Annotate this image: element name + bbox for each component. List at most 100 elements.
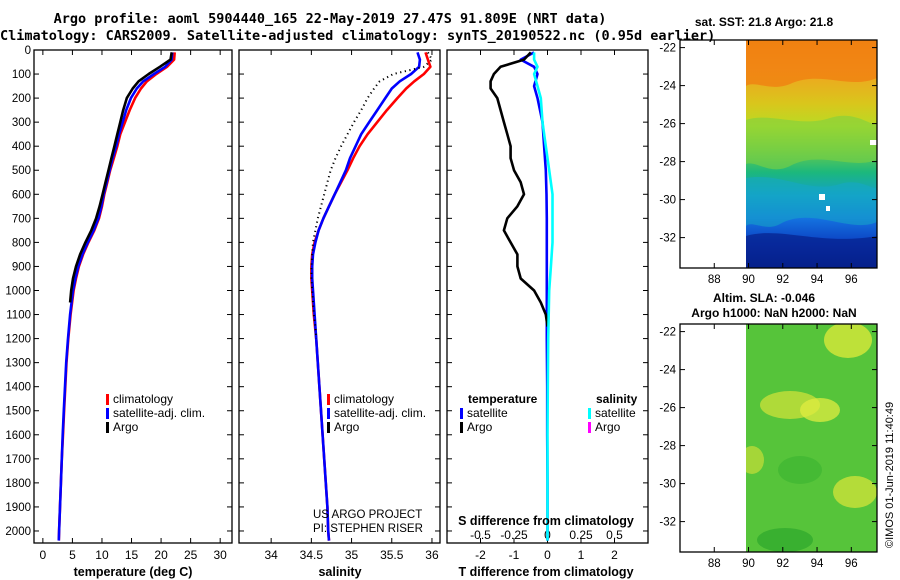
depth-tick-label: 900 [12,261,31,273]
lat-tick-label: -32 [659,233,676,245]
series-line-argo [310,51,433,339]
lon-tick-label: 92 [776,274,789,286]
s-tick-label: 0.5 [606,528,623,542]
lat-tick-label: -30 [659,479,676,491]
lat-tick-label: -24 [659,365,676,377]
x-tick-label: 1 [578,548,585,562]
sst-band-deep [746,233,877,268]
sla-high [800,398,840,422]
legend-swatch-s-satellite [588,408,591,419]
depth-tick-label: 1800 [5,478,31,490]
depth-tick-label: 700 [12,213,31,225]
legend-swatch-satellite [106,408,109,419]
sst-map-title: sat. SST: 21.8 Argo: 21.8 [695,15,834,29]
depth-tick-label: 500 [12,165,31,177]
legend-label-satellite: satellite-adj. clim. [334,406,426,420]
x-tick-label: 35.5 [380,548,404,562]
depth-tick-label: 800 [12,237,31,249]
depth-tick-label: 1100 [6,310,31,322]
sst-band-cyan [746,176,877,227]
salinity-legend: climatology satellite-adj. clim. Argo [327,392,426,434]
lon-tick-label: 88 [708,558,721,570]
legend-swatch-t-argo [460,422,463,433]
legend-swatch-satellite [327,408,330,419]
salinity-xlabel: salinity [318,565,361,579]
series-line-satellite-adj-clim- [310,51,422,541]
x-tick-label: 15 [125,548,139,562]
depth-tick-label: 200 [12,93,31,105]
series-line-satellite-adj-clim- [57,52,174,541]
x-tick-label: 20 [154,548,168,562]
x-tick-label: 2 [611,548,618,562]
series-line-argo [68,52,173,303]
title-line-1: Argo profile: aoml 5904440_165 22-May-20… [53,11,607,27]
lon-tick-label: 96 [845,274,858,286]
depth-tick-label: 600 [12,189,31,201]
legend-label-argo: Argo [113,420,139,434]
lat-tick-label: -32 [659,517,676,529]
x-tick-label: 0 [544,548,551,562]
x-tick-label: 30 [213,548,227,562]
sst-missing-pixel [819,194,825,200]
x-tick-label: -1 [509,548,520,562]
legend-label-t-satellite: satellite [467,406,508,420]
lon-tick-label: 88 [708,274,721,286]
depth-tick-label: 1900 [5,502,31,514]
depth-tick-label: 1300 [5,358,31,370]
sla-field [746,324,877,552]
lon-tick-label: 90 [742,274,755,286]
legend-label-satellite: satellite-adj. clim. [113,406,205,420]
legend-swatch-argo [327,422,330,433]
sla-high [746,446,764,474]
temperature-xlabel: temperature (deg C) [74,565,193,579]
sst-missing-pixel [826,206,830,211]
depth-tick-label: 1500 [5,406,31,418]
lat-tick-label: -22 [659,43,676,55]
x-tick-label: 34.5 [300,548,324,562]
salinity-panel: 34 34.5 35 35.5 36 salinity climatology sate… [238,49,441,579]
sla-low [778,456,822,484]
sla-low [757,528,813,552]
lat-tick-label: -28 [659,157,676,169]
s-tick-label: -0.5 [470,528,491,542]
x-tick-label: 34 [264,548,278,562]
difference-xlabel-salinity: S difference from climatology [458,514,634,528]
depth-tick-label: 1200 [5,334,31,346]
lon-tick-label: 92 [776,558,789,570]
legend-swatch-argo [106,422,109,433]
legend-title-temperature: temperature [468,392,538,406]
sla-map: Altim. SLA: -0.046 Argo h1000: NaN h2000… [659,291,878,570]
sst-missing-pixel [870,140,877,145]
sst-band-warm [746,40,877,87]
legend-title-salinity: salinity [596,392,638,406]
lat-tick-label: -30 [659,195,676,207]
sla-map-title-2: Argo h1000: NaN h2000: NaN [691,306,856,320]
difference-panel: -2 -1 0 1 2-0.5 -0.25 0 0.25 0.5 T difference fr… [446,49,649,579]
sla-high [833,476,877,508]
legend-swatch-climatology [327,394,330,405]
project-credit-line2: PI: STEPHEN RISER [313,523,423,535]
depth-tick-label: 1600 [5,430,31,442]
series-line-s-satellite [532,52,554,541]
salinity-frame [238,49,441,544]
depth-tick-label: 2000 [5,526,31,538]
legend-swatch-t-satellite [460,408,463,419]
x-tick-label: 5 [69,548,76,562]
legend-label-s-satellite: satellite [595,406,636,420]
imos-credit: ©IMOS 01-Jun-2019 11:40:49 [884,402,896,548]
depth-tick-label: 1000 [5,285,31,297]
sst-map: sat. SST: 21.8 Argo: 21.8 -22 -24 -26 -28 -3… [659,15,878,286]
depth-tick-label: 0 [25,45,31,57]
s-tick-label: -0.25 [500,528,528,542]
depth-tick-label: 1400 [5,382,31,394]
project-credit-line1: US ARGO PROJECT [313,509,422,521]
lat-tick-label: -22 [659,327,676,339]
legend-label-t-argo: Argo [467,420,493,434]
lat-tick-label: -26 [659,403,676,415]
lat-tick-label: -24 [659,81,676,93]
depth-tick-label: 300 [12,117,31,129]
sla-map-title-1: Altim. SLA: -0.046 [713,291,815,305]
x-tick-label: -2 [475,548,486,562]
depth-tick-label: 100 [12,69,31,81]
